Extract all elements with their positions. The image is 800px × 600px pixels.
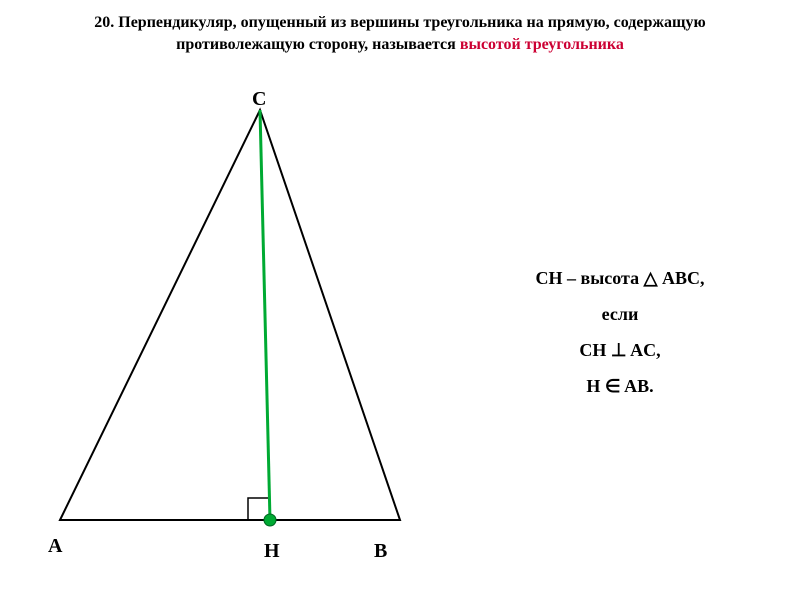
notation-line1-triangle: △ ABC, <box>644 268 705 288</box>
notation-area: CH – высота △ ABC, если CH ⊥ AC, H ∈ AB. <box>480 260 760 404</box>
diagram-area: C A H B <box>30 80 450 560</box>
vertex-label-H: H <box>264 540 280 563</box>
notation-line-4: H ∈ AB. <box>480 368 760 404</box>
heading: 20. Перпендикуляр, опущенный из вершины … <box>0 0 800 65</box>
heading-number: 20. <box>94 14 114 31</box>
vertex-label-B: B <box>374 540 387 563</box>
notation-line-1: CH – высота △ ABC, <box>480 260 760 296</box>
notation-line-3: CH ⊥ AC, <box>480 332 760 368</box>
triangle-diagram <box>30 80 450 560</box>
heading-highlight: высотой треугольника <box>460 36 624 53</box>
notation-line1-pre: CH – высота <box>536 268 644 288</box>
vertex-label-A: A <box>48 535 62 558</box>
vertex-label-C: C <box>252 88 266 111</box>
notation-line-2: если <box>480 296 760 332</box>
